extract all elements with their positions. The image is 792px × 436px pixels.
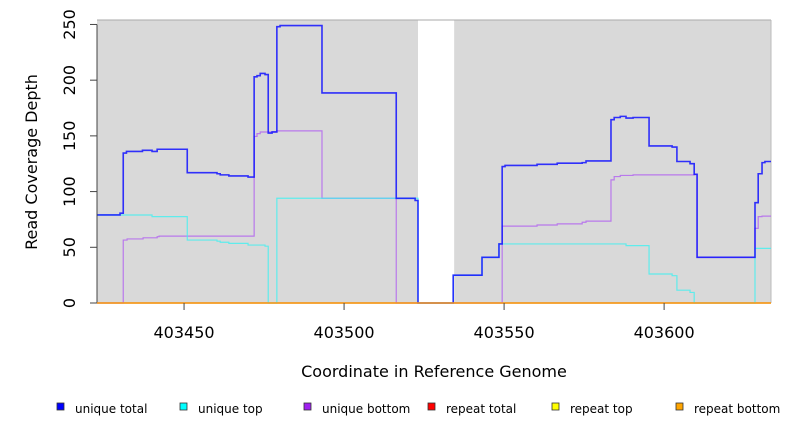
x-tick-label: 403600 xyxy=(634,323,695,342)
x-tick-label: 403450 xyxy=(154,323,215,342)
legend-swatch xyxy=(427,402,436,411)
legend-swatch xyxy=(675,402,684,411)
x-axis-title: Coordinate in Reference Genome xyxy=(301,362,567,381)
y-tick-label: 100 xyxy=(60,176,79,207)
legend-item-unique-bottom: unique bottom xyxy=(303,402,410,416)
y-axis-title: Read Coverage Depth xyxy=(22,74,41,250)
legend-item-unique-total: unique total xyxy=(56,402,147,416)
shaded-regions xyxy=(97,20,771,303)
y-tick-label: 250 xyxy=(60,9,79,40)
legend-label: unique top xyxy=(198,402,263,416)
legend-item-repeat-bottom: repeat bottom xyxy=(675,402,780,416)
legend-item-unique-top: unique top xyxy=(179,402,263,416)
y-tick-label: 50 xyxy=(60,237,79,257)
legend-swatch xyxy=(56,402,65,411)
legend-swatch xyxy=(303,402,312,411)
shaded-region xyxy=(97,20,418,303)
legend-label: unique bottom xyxy=(322,402,410,416)
y-axis: 0 50 100 150 200 250 xyxy=(60,9,98,308)
legend-label: repeat top xyxy=(570,402,633,416)
series-line-unique-total xyxy=(97,24,771,304)
y-tick-label: 150 xyxy=(60,121,79,152)
legend-label: unique total xyxy=(75,402,147,416)
x-tick-label: 403550 xyxy=(474,323,535,342)
legend-label: repeat bottom xyxy=(694,402,780,416)
y-tick-label: 200 xyxy=(60,65,79,96)
legend: unique total unique top unique bottom repea… xyxy=(56,402,780,416)
x-tick-label: 403500 xyxy=(314,323,375,342)
legend-item-repeat-total: repeat total xyxy=(427,402,516,416)
shaded-region xyxy=(454,20,771,303)
x-axis: 403450 403500 403550 403600 xyxy=(97,302,771,342)
y-tick-label: 0 xyxy=(60,298,79,308)
legend-swatch xyxy=(179,402,188,411)
legend-swatch xyxy=(551,402,560,411)
legend-label: repeat total xyxy=(446,402,516,416)
legend-item-repeat-top: repeat top xyxy=(551,402,633,416)
